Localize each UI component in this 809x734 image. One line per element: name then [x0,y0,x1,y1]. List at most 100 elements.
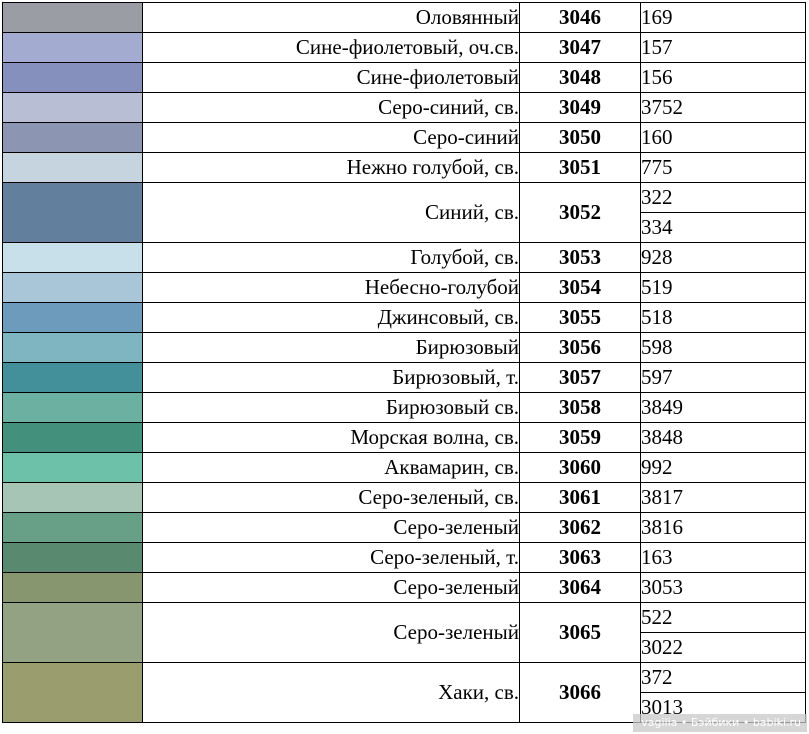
equivalent-number: 598 [640,332,806,363]
table-row: Бирюзовый 3056 598 [2,332,806,363]
equivalent-number: 3849 [640,392,806,423]
color-swatch [2,152,143,183]
table-row: Серо-зеленый 3062 3816 [2,512,806,543]
color-swatch [2,602,143,663]
color-code: 3066 [519,662,641,723]
color-name: Серо-зеленый, т. [142,542,520,573]
color-swatch [2,362,143,393]
color-swatch [2,542,143,573]
color-name: Серо-зеленый [142,572,520,603]
color-swatch [2,662,143,723]
equivalent-number: 992 [640,452,806,483]
color-code: 3050 [519,122,641,153]
color-name: Хаки, св. [142,662,520,723]
equivalent-number: 3817 [640,482,806,513]
color-code: 3048 [519,62,641,93]
table-row: Морская волна, св. 3059 3848 [2,422,806,453]
color-code: 3056 [519,332,641,363]
equivalent-number: 3816 [640,512,806,543]
table-row: Оловянный 3046 169 [2,2,806,33]
watermark: vagilia • Бэйбики • babiki.ru [633,714,807,732]
color-swatch [2,62,143,93]
color-swatch [2,302,143,333]
table-row: Голубой, св. 3053 928 [2,242,806,273]
color-code: 3064 [519,572,641,603]
color-name: Бирюзовый, т. [142,362,520,393]
equivalent-number: 518 [640,302,806,333]
color-code: 3052 [519,182,641,243]
color-code: 3060 [519,452,641,483]
color-swatch [2,392,143,423]
color-name: Аквамарин, св. [142,452,520,483]
equivalent-number: 3848 [640,422,806,453]
table-row: Бирюзовый св. 3058 3849 [2,392,806,423]
equivalent-number: 597 [640,362,806,393]
color-name: Нежно голубой, св. [142,152,520,183]
color-swatch [2,2,143,33]
color-swatch [2,512,143,543]
color-name: Синий, св. [142,182,520,243]
equivalent-number: 3022 [640,632,806,663]
table-row: Сине-фиолетовый, оч.св. 3047 157 [2,32,806,63]
color-code: 3049 [519,92,641,123]
color-name: Сине-фиолетовый [142,62,520,93]
color-code: 3054 [519,272,641,303]
table-row: Серо-синий 3050 160 [2,122,806,153]
color-code: 3057 [519,362,641,393]
equivalent-number: 157 [640,32,806,63]
table-row: Сине-фиолетовый 3048 156 [2,62,806,93]
color-table-container: Оловянный 3046 169 Сине-фиолетовый, оч.св. 3… [2,2,806,723]
color-swatch [2,32,143,63]
equivalent-number: 519 [640,272,806,303]
equivalent-number: 160 [640,122,806,153]
color-name: Голубой, св. [142,242,520,273]
equivalent-number: 3752 [640,92,806,123]
color-name: Серо-синий [142,122,520,153]
color-swatch [2,452,143,483]
color-swatch [2,122,143,153]
color-swatch [2,92,143,123]
color-swatch [2,182,143,243]
color-name: Серо-зеленый, св. [142,482,520,513]
table-row: Серо-зеленый, т. 3063 163 [2,542,806,573]
equivalent-number: 334 [640,212,806,243]
color-code: 3059 [519,422,641,453]
color-code: 3062 [519,512,641,543]
table-row: Серо-зеленый 3064 3053 [2,572,806,603]
color-name: Бирюзовый [142,332,520,363]
color-code: 3061 [519,482,641,513]
color-name: Небесно-голубой [142,272,520,303]
color-code: 3053 [519,242,641,273]
color-code: 3055 [519,302,641,333]
color-name: Бирюзовый св. [142,392,520,423]
color-swatch [2,482,143,513]
equivalent-number: 163 [640,542,806,573]
color-code: 3058 [519,392,641,423]
table-row: Аквамарин, св. 3060 992 [2,452,806,483]
color-code: 3046 [519,2,641,33]
color-code: 3065 [519,602,641,663]
equivalent-number: 156 [640,62,806,93]
color-code: 3051 [519,152,641,183]
table-row: Небесно-голубой 3054 519 [2,272,806,303]
table-row: Нежно голубой, св. 3051 775 [2,152,806,183]
color-swatch [2,422,143,453]
equivalent-number: 322 [640,182,806,213]
color-name: Серо-зеленый [142,512,520,543]
color-swatch [2,242,143,273]
color-name: Оловянный [142,2,520,33]
equivalent-number: 522 [640,602,806,633]
thread-color-table: Оловянный 3046 169 Сине-фиолетовый, оч.св. 3… [2,2,806,723]
table-row: Хаки, св. 3066 372 [2,662,806,723]
table-row: 334 [3,212,806,243]
equivalent-number: 928 [640,242,806,273]
color-name: Джинсовый, св. [142,302,520,333]
table-row: 3022 [3,632,806,663]
equivalent-number: 169 [640,2,806,33]
table-row: Синий, св. 3052 322 [2,182,806,243]
equivalent-number: 372 [640,662,806,693]
equivalent-number: 775 [640,152,806,183]
color-swatch [2,272,143,303]
table-row: Джинсовый, св. 3055 518 [2,302,806,333]
color-swatch [2,332,143,363]
